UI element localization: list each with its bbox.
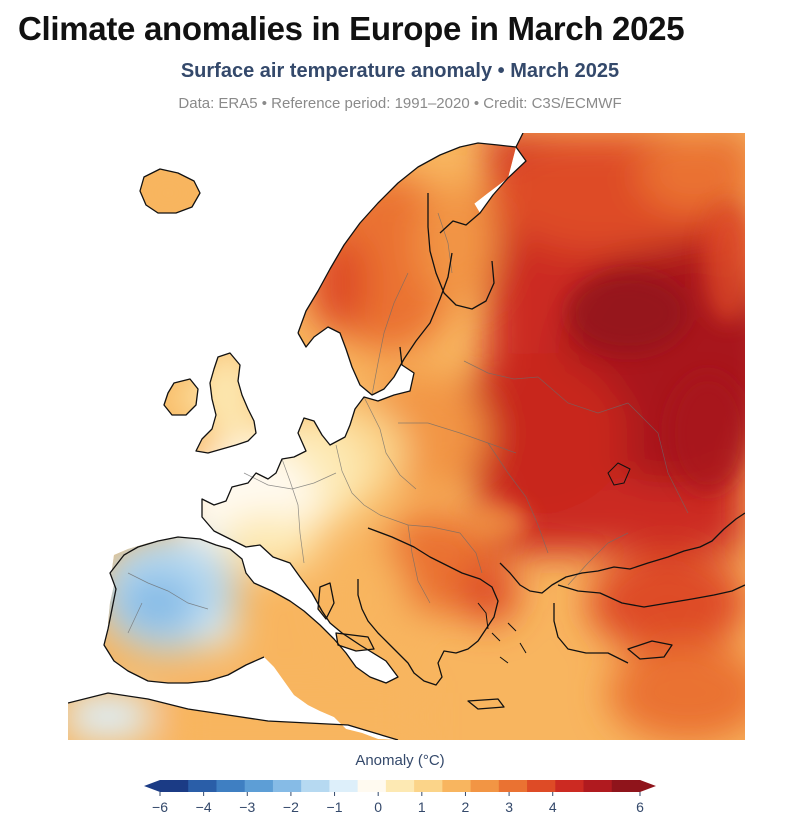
colorbar-tick-label: −2 (283, 799, 299, 815)
colorbar-tick-label: −3 (239, 799, 255, 815)
colorbar-swatch (244, 780, 274, 792)
colorbar-swatch (498, 780, 528, 792)
colorbar-swatch (583, 780, 613, 792)
colorbar-swatch (414, 780, 443, 792)
colorbar-tick-label: 4 (549, 799, 557, 815)
chart-title: Climate anomalies in Europe in March 202… (18, 10, 685, 47)
chart-subtitle: Surface air temperature anomaly • March … (180, 60, 620, 82)
colorbar-swatch (470, 780, 500, 792)
colorbar-swatch (527, 780, 556, 792)
data-credit: Data: ERA5 • Reference period: 1991–2020… (178, 95, 622, 112)
legend-title: Anomaly (°C) (355, 752, 445, 769)
colorbar-swatch (611, 780, 641, 792)
colorbar-ticks: −6 −4 −3 −2 −1 0 1 2 3 4 6 (152, 792, 644, 815)
coastlines (68, 133, 745, 740)
colorbar-swatch (160, 780, 189, 792)
colorbar-extend-high (640, 780, 656, 792)
colorbar-tick-label: 6 (636, 799, 644, 815)
europe-anomaly-map (68, 133, 745, 740)
colorbar-swatch (216, 780, 246, 792)
colorbar-tick-label: −4 (196, 799, 212, 815)
colorbar-swatch (555, 780, 585, 792)
colorbar-swatch (301, 780, 330, 792)
colorbar-swatch (188, 780, 217, 792)
colorbar-tick-label: −6 (152, 799, 168, 815)
colorbar-segments (144, 780, 656, 792)
colorbar-swatch (272, 780, 302, 792)
colorbar-swatch (385, 780, 415, 792)
colorbar-swatch (329, 780, 359, 792)
colorbar-tick-label: 3 (505, 799, 513, 815)
colorbar-swatch (357, 780, 387, 792)
colorbar-tick-label: 1 (418, 799, 426, 815)
colorbar-tick-label: 0 (374, 799, 382, 815)
colorbar: −6 −4 −3 −2 −1 0 1 2 3 4 6 (144, 780, 656, 815)
colorbar-extend-low (144, 780, 160, 792)
colorbar-tick-label: −1 (327, 799, 343, 815)
colorbar-swatch (442, 780, 472, 792)
colorbar-tick-label: 2 (462, 799, 470, 815)
country-borders (127, 212, 689, 634)
